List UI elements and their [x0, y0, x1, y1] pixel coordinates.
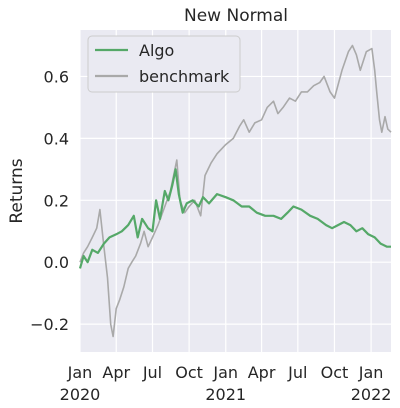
x-tick-year-label: 2020	[60, 385, 101, 404]
legend: Algo benchmark	[87, 35, 241, 93]
x-tick-label: Jul	[287, 363, 307, 382]
y-tick-label: 0.4	[44, 129, 69, 148]
series-line-benchmark	[79, 44, 392, 338]
x-tick-label: Jul	[142, 363, 162, 382]
y-tick-label: 0.2	[44, 191, 69, 210]
x-tick-label: Oct	[175, 363, 203, 382]
x-tick-label: Apr	[102, 363, 130, 382]
series-line-algo	[78, 168, 391, 269]
x-tick-year-label: 2022	[351, 385, 392, 404]
y-axis-label: Returns	[7, 158, 27, 223]
y-tick-label: 0.0	[44, 253, 69, 272]
x-tick-label: Jan	[212, 363, 238, 382]
legend-label-benchmark: benchmark	[139, 67, 230, 86]
x-tick-year-label: 2021	[205, 385, 246, 404]
chart-title: New Normal	[184, 6, 288, 26]
x-tick-label: Jan	[358, 363, 384, 382]
series-layer	[78, 44, 392, 338]
x-tick-label: Oct	[321, 363, 349, 382]
y-tick-label: 0.6	[44, 67, 69, 86]
y-axis-ticks: −0.2 0.0 0.2 0.4 0.6	[30, 67, 69, 334]
legend-label-algo: Algo	[139, 41, 174, 60]
x-tick-label: Apr	[248, 363, 276, 382]
x-tick-label: Jan	[67, 363, 93, 382]
y-tick-label: −0.2	[30, 315, 69, 334]
